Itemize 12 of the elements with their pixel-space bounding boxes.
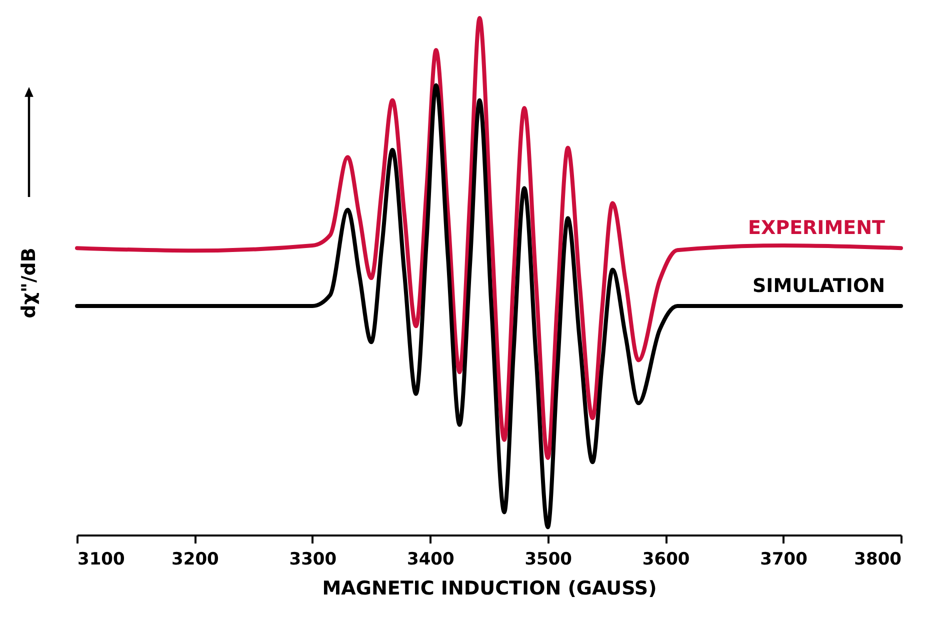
- x-tick-label: 3800: [854, 550, 902, 570]
- x-tick-label: 3200: [172, 550, 220, 570]
- x-tick-label: 3600: [642, 550, 690, 570]
- x-tick-label: 3500: [524, 550, 572, 570]
- series-label: EXPERIMENT: [748, 217, 886, 240]
- x-axis-title: MAGNETIC INDUCTION (GAUSS): [322, 578, 657, 600]
- series-label: SIMULATION: [752, 274, 885, 297]
- x-tick-label: 3300: [289, 550, 337, 570]
- x-tick-label: 3400: [406, 550, 454, 570]
- y-axis-title: dχ"/dB: [18, 248, 40, 318]
- x-tick-label: 3100: [78, 550, 125, 570]
- x-tick-label: 3700: [760, 550, 808, 570]
